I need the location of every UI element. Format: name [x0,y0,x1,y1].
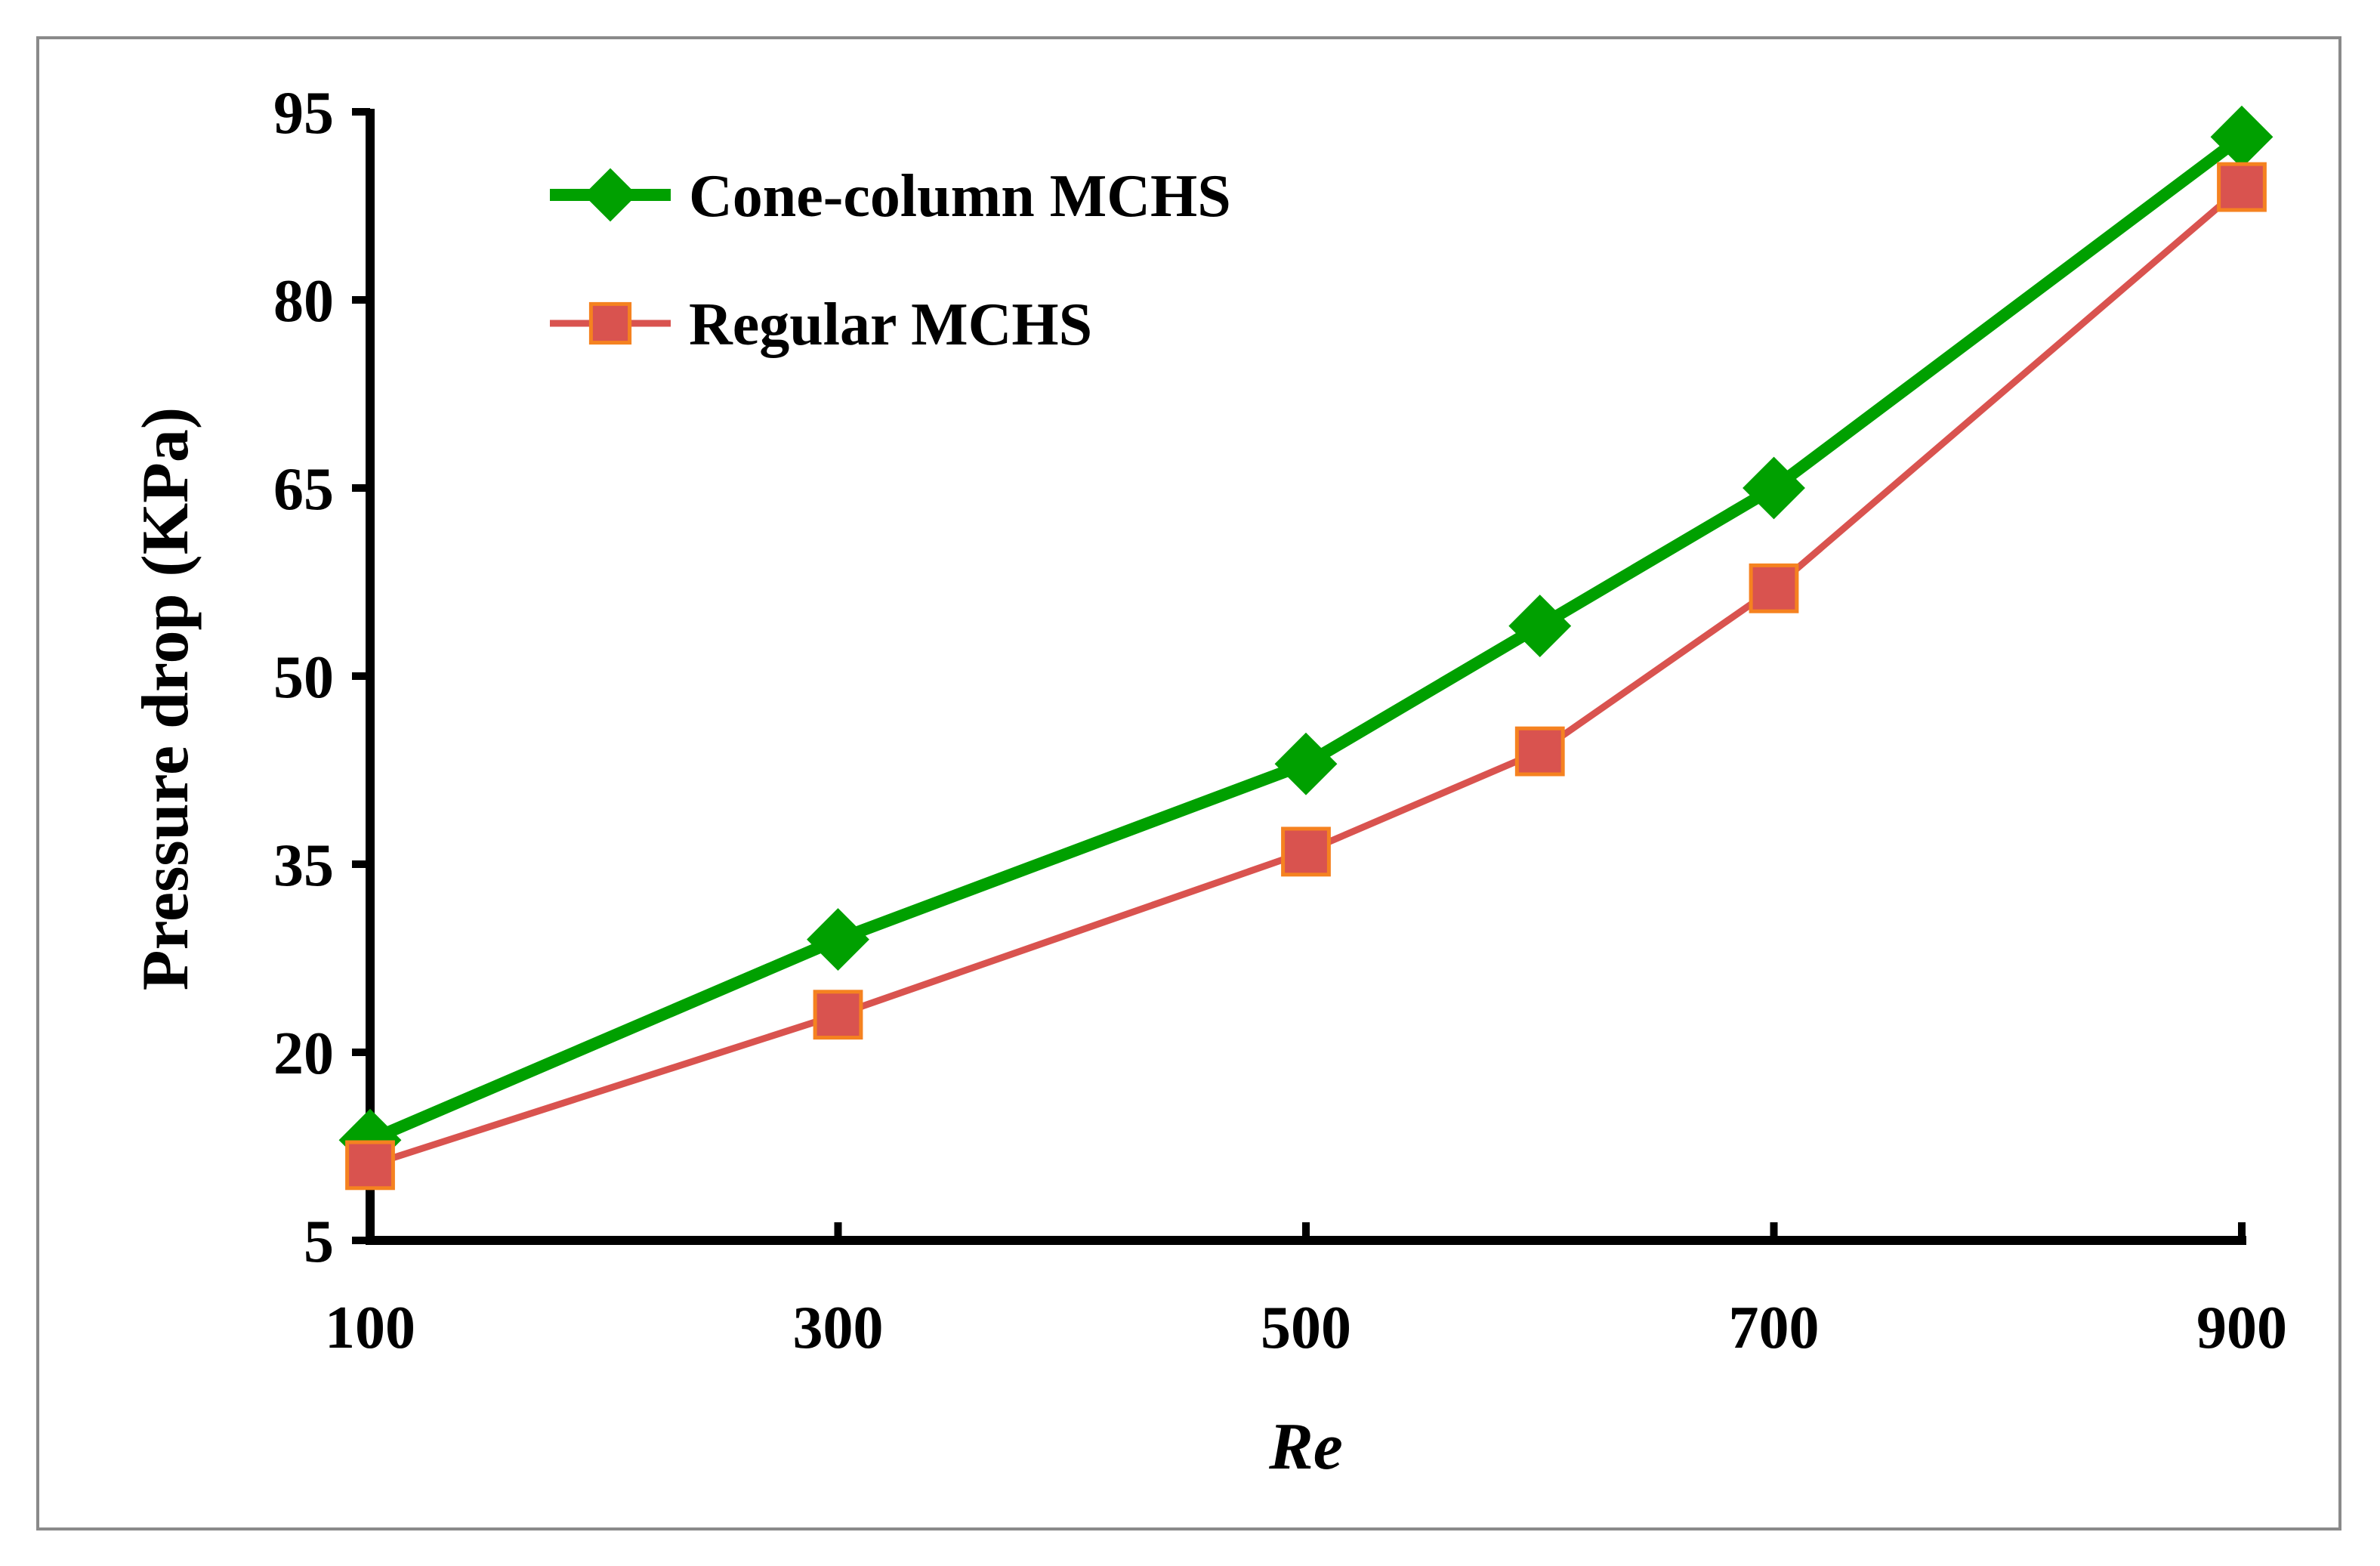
y-tick-label: 95 [273,80,334,147]
legend-marker [588,301,632,345]
y-tick-label: 35 [273,832,334,899]
y-tick-label: 5 [304,1209,334,1275]
chart-frame [36,36,2341,1530]
legend-item: Regular MCHS [550,292,1092,358]
data-point [807,908,869,971]
data-point [345,1140,395,1191]
x-tick-label: 900 [2196,1295,2287,1361]
legend-marker [583,168,637,222]
y-tick-label: 50 [273,644,334,711]
x-tick-label: 100 [325,1295,415,1361]
legend-label: Cone-column MCHS [689,163,1231,230]
x-tick-label: 700 [1729,1295,1820,1361]
series-line [367,131,2246,1146]
axes: 5 20 35 50 65 80 95 100 300 500 700 900 [273,80,2287,1361]
data-point [1514,726,1565,777]
legend: Cone-column MCHS Regular MCHS [550,163,1231,358]
series-cone-column [338,105,2274,1172]
data-point [1274,732,1338,795]
x-axis-title: Re [1268,1410,1343,1484]
x-tick-label: 500 [1261,1295,1351,1361]
series-regular [345,162,2267,1191]
data-point [1281,826,1331,877]
y-tick-label: 80 [273,268,334,335]
data-point [2217,162,2267,212]
y-tick-label: 65 [273,456,334,523]
data-point [1508,595,1572,658]
data-point [1749,563,1799,613]
legend-label: Regular MCHS [689,292,1092,358]
series-layer [338,105,2274,1191]
data-point [1743,456,1805,520]
legend-item: Cone-column MCHS [550,163,1231,230]
series-line [369,184,2244,1169]
x-tick-label: 300 [793,1295,884,1361]
y-axis-title: Pressure drop (KPa) [129,407,202,990]
y-tick-label: 20 [273,1021,334,1087]
data-point [813,990,863,1040]
